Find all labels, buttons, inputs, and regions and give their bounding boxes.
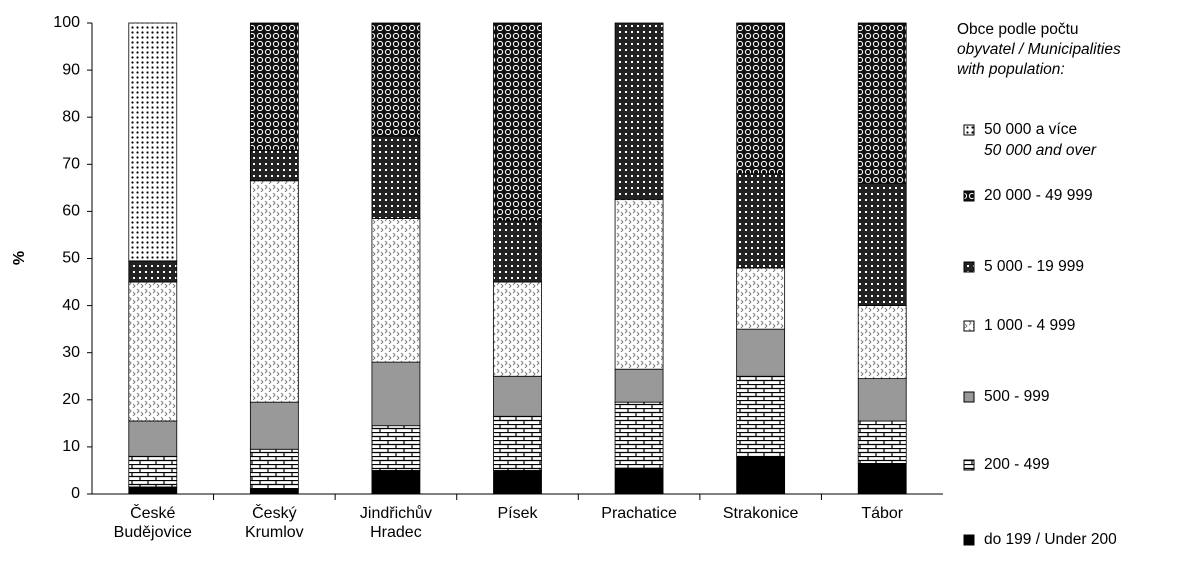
- x-tick-label: Strakonice: [723, 505, 799, 522]
- legend-label: 50 000 and over: [984, 142, 1097, 159]
- bar-segment: [736, 328, 786, 377]
- bar-segment: [736, 22, 786, 175]
- bar-segment: [857, 462, 907, 495]
- y-tick-label: 60: [62, 203, 80, 220]
- legend-swatch: [963, 459, 975, 471]
- y-tick-label: 30: [62, 344, 80, 361]
- y-axis-label: %: [11, 251, 28, 265]
- legend-label: 5 000 - 19 999: [984, 258, 1084, 275]
- bar-segment: [249, 488, 299, 495]
- bar-segment: [493, 22, 542, 222]
- legend-swatch: [963, 534, 975, 546]
- legend-swatch: [963, 261, 975, 273]
- bar-segment: [493, 220, 542, 283]
- legend-title: Obce podle počtu: [957, 21, 1079, 38]
- bar-segment: [493, 415, 542, 471]
- bar-segment: [857, 22, 907, 184]
- legend-label: 1 000 - 4 999: [984, 317, 1075, 334]
- legend-label: 200 - 499: [984, 456, 1050, 473]
- bar-segment: [128, 486, 178, 495]
- legend-label: 50 000 a více: [984, 121, 1077, 138]
- bar-segment: [128, 281, 178, 422]
- bar-segment: [371, 218, 421, 363]
- y-tick-label: 100: [53, 14, 80, 31]
- bar-segment: [857, 378, 907, 422]
- y-tick-label: 80: [62, 108, 80, 125]
- bar-segment: [614, 22, 664, 201]
- y-tick-label: 0: [71, 485, 80, 502]
- bar-segment: [857, 305, 907, 380]
- bar-segment: [614, 199, 664, 370]
- legend-label: 500 - 999: [984, 388, 1050, 405]
- y-tick-label: 40: [62, 297, 80, 314]
- bar-segment: [128, 22, 178, 262]
- bar-segment: [736, 267, 786, 330]
- bar-segment: [493, 281, 542, 377]
- x-tick-label: České Budějovice: [114, 503, 192, 541]
- legend-title: obyvatel / Municipalities: [957, 41, 1121, 58]
- bar-segment: [128, 260, 178, 283]
- y-tick-label: 70: [62, 156, 80, 173]
- bar-segment: [249, 401, 299, 450]
- legend-title: with population:: [957, 61, 1065, 78]
- bar-segment: [249, 149, 299, 182]
- x-tick-label: Tábor: [861, 505, 903, 522]
- x-tick-label: Český Krumlov: [245, 503, 304, 541]
- bar-segment: [249, 448, 299, 490]
- bar-segment: [857, 420, 907, 464]
- bar-segment: [614, 401, 664, 469]
- bar-segment: [371, 470, 421, 495]
- bar-segment: [493, 375, 542, 417]
- bar-segment: [371, 135, 421, 219]
- y-tick-label: 90: [62, 61, 80, 78]
- bar-segment: [736, 455, 786, 495]
- bar-segment: [614, 368, 664, 403]
- legend-swatch: [963, 391, 975, 403]
- x-tick-label: Písek: [497, 505, 538, 522]
- x-tick-label: Jindřichův Hradec: [360, 504, 432, 541]
- y-tick-label: 20: [62, 391, 80, 408]
- y-tick-label: 10: [62, 438, 80, 455]
- bar-segment: [614, 467, 664, 495]
- legend-label: 20 000 - 49 999: [984, 187, 1093, 204]
- legend-swatch: [963, 124, 975, 136]
- bar-segment: [493, 470, 542, 495]
- legend-swatch: [963, 320, 975, 332]
- y-tick-label: 50: [62, 250, 80, 267]
- bar-segment: [736, 173, 786, 269]
- bar-segment: [249, 22, 299, 151]
- legend-label: do 199 / Under 200: [984, 531, 1117, 548]
- bar-segment: [857, 182, 907, 306]
- bar-segment: [128, 455, 178, 488]
- bar-segment: [371, 361, 421, 427]
- bar-segment: [736, 375, 786, 457]
- x-tick-label: Prachatice: [601, 505, 677, 522]
- bar-segment: [128, 420, 178, 457]
- bar-segment: [249, 180, 299, 403]
- bar-segment: [371, 22, 421, 137]
- bar-segment: [371, 425, 421, 471]
- legend-swatch: [963, 190, 975, 202]
